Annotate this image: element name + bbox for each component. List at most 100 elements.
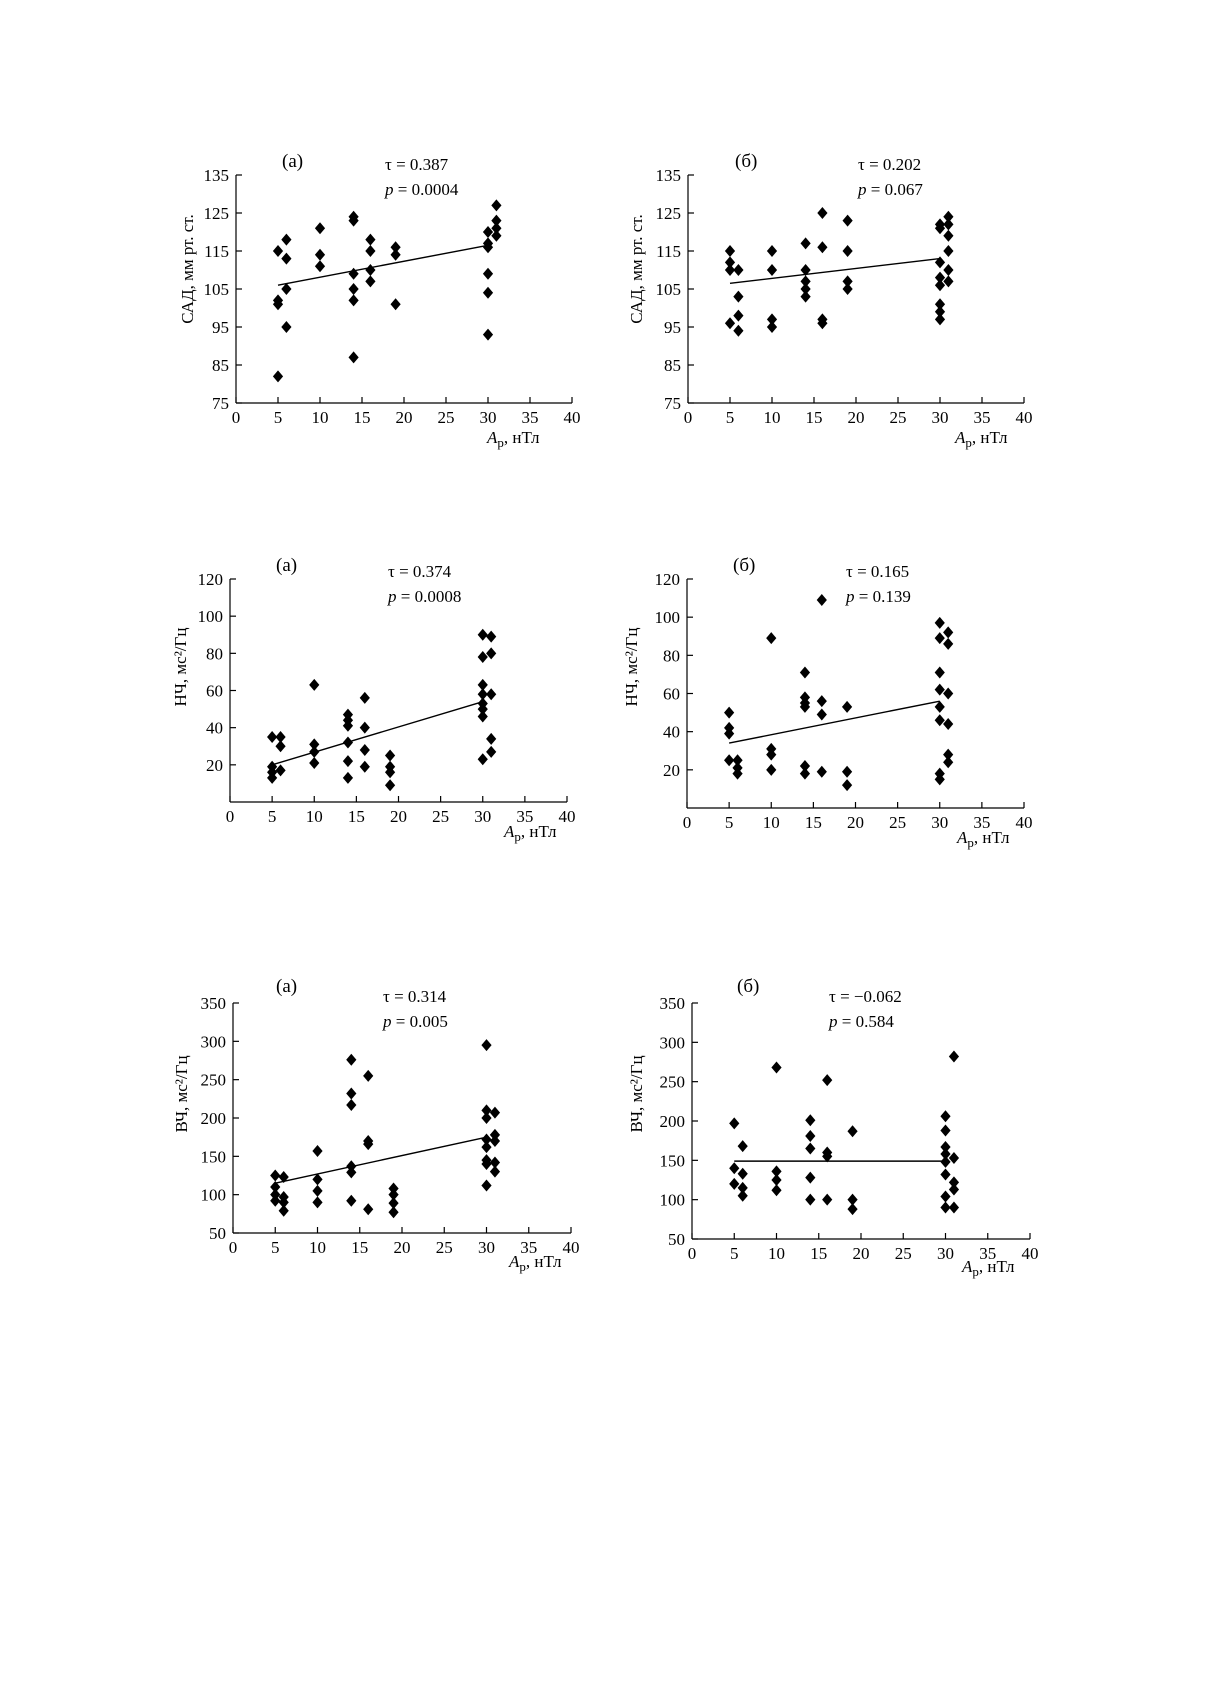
data-point bbox=[486, 647, 497, 660]
x-tick-label: 30 bbox=[932, 408, 949, 427]
data-point bbox=[477, 628, 488, 641]
y-tick-label: 75 bbox=[212, 394, 229, 413]
data-point bbox=[940, 1124, 951, 1137]
x-tick-label: 5 bbox=[274, 408, 283, 427]
x-tick-label: 30 bbox=[937, 1244, 954, 1263]
x-tick-label: 0 bbox=[684, 408, 693, 427]
p-value-annotation: p = 0.139 bbox=[845, 587, 911, 606]
chart-nch-b: 0 5 10 15 20 25 30 35 40 20 40 60 80 100 120 (б) τ = 0… bbox=[622, 555, 1033, 850]
data-point bbox=[482, 226, 494, 238]
data-point bbox=[359, 691, 370, 704]
data-point bbox=[481, 1158, 492, 1170]
data-point bbox=[359, 743, 370, 756]
data-point bbox=[491, 229, 502, 242]
data-point bbox=[841, 779, 853, 792]
data-point bbox=[805, 1114, 816, 1127]
data-point bbox=[281, 283, 292, 295]
axes: 0 5 10 15 20 25 30 35 40 50 100 150 200 250 300 350 bbox=[201, 994, 580, 1257]
data-point bbox=[477, 688, 488, 701]
data-point bbox=[943, 210, 954, 223]
data-point bbox=[934, 279, 946, 292]
data-point bbox=[348, 214, 359, 227]
y-tick-label: 95 bbox=[664, 318, 681, 337]
y-tick-label: 135 bbox=[656, 166, 682, 185]
x-tick-label: 10 bbox=[309, 1238, 326, 1257]
x-axis-label: Aр, нТл bbox=[486, 428, 540, 450]
data-point bbox=[817, 241, 828, 254]
y-tick-label: 80 bbox=[663, 646, 680, 665]
data-point bbox=[805, 1171, 816, 1184]
data-point bbox=[491, 199, 502, 212]
x-tick-label: 40 bbox=[563, 1238, 580, 1257]
data-point bbox=[342, 771, 354, 784]
data-point bbox=[842, 214, 853, 227]
trend-line bbox=[277, 244, 489, 286]
data-point bbox=[737, 1167, 748, 1180]
data-point bbox=[816, 695, 827, 708]
x-axis-label: Aр, нТл bbox=[961, 1257, 1015, 1279]
data-point bbox=[805, 1193, 816, 1206]
x-tick-label: 5 bbox=[268, 807, 277, 826]
x-tick-label: 40 bbox=[564, 408, 581, 427]
data-point bbox=[934, 305, 946, 318]
x-tick-label: 40 bbox=[559, 807, 576, 826]
x-tick-label: 25 bbox=[889, 813, 906, 832]
data-point bbox=[477, 678, 488, 691]
data-point bbox=[309, 738, 320, 751]
y-tick-label: 40 bbox=[206, 719, 223, 738]
data-markers bbox=[267, 628, 497, 792]
y-tick-label: 85 bbox=[664, 356, 681, 375]
data-markers bbox=[724, 207, 954, 337]
data-point bbox=[943, 245, 954, 257]
tau-annotation: τ = −0.062 bbox=[829, 987, 902, 1006]
data-point bbox=[388, 1197, 399, 1210]
data-point bbox=[481, 1039, 492, 1052]
data-point bbox=[799, 666, 811, 679]
data-markers bbox=[272, 199, 502, 383]
data-point bbox=[805, 1129, 816, 1142]
y-tick-label: 200 bbox=[660, 1112, 686, 1131]
data-point bbox=[934, 700, 945, 713]
y-tick-label: 100 bbox=[198, 607, 224, 626]
data-point bbox=[312, 1196, 323, 1209]
data-point bbox=[359, 721, 370, 734]
y-tick-label: 250 bbox=[660, 1073, 686, 1092]
data-point bbox=[482, 286, 494, 299]
p-value-annotation: p = 0.067 bbox=[857, 180, 923, 199]
trend-line bbox=[271, 700, 483, 766]
data-point bbox=[363, 1069, 374, 1082]
x-tick-label: 40 bbox=[1022, 1244, 1039, 1263]
data-point bbox=[822, 1193, 833, 1206]
data-point bbox=[816, 708, 827, 721]
data-point bbox=[486, 732, 497, 745]
data-point bbox=[766, 313, 778, 326]
data-point bbox=[948, 1201, 960, 1214]
data-point bbox=[489, 1156, 501, 1169]
x-tick-label: 30 bbox=[931, 813, 948, 832]
y-tick-label: 150 bbox=[660, 1151, 686, 1170]
y-tick-label: 115 bbox=[656, 242, 681, 261]
data-point bbox=[724, 264, 736, 276]
x-tick-label: 5 bbox=[726, 408, 735, 427]
data-point bbox=[482, 241, 494, 254]
y-tick-label: 350 bbox=[660, 994, 686, 1013]
data-point bbox=[384, 766, 396, 779]
data-point bbox=[346, 1194, 357, 1207]
data-point bbox=[481, 1179, 492, 1192]
y-tick-label: 75 bbox=[664, 394, 681, 413]
p-value-annotation: p = 0.584 bbox=[828, 1012, 894, 1031]
data-point bbox=[934, 773, 945, 786]
data-point bbox=[275, 730, 286, 743]
data-point bbox=[481, 1104, 492, 1117]
p-value-annotation: p = 0.0004 bbox=[384, 180, 459, 199]
data-point bbox=[724, 317, 736, 330]
data-point bbox=[348, 294, 359, 307]
data-point bbox=[799, 700, 811, 713]
p-value-annotation: p = 0.005 bbox=[382, 1012, 448, 1031]
x-tick-label: 20 bbox=[394, 1238, 411, 1257]
data-point bbox=[491, 214, 502, 227]
data-point bbox=[309, 745, 320, 758]
data-point bbox=[822, 1150, 833, 1163]
data-point bbox=[363, 1203, 374, 1216]
data-point bbox=[943, 275, 954, 288]
